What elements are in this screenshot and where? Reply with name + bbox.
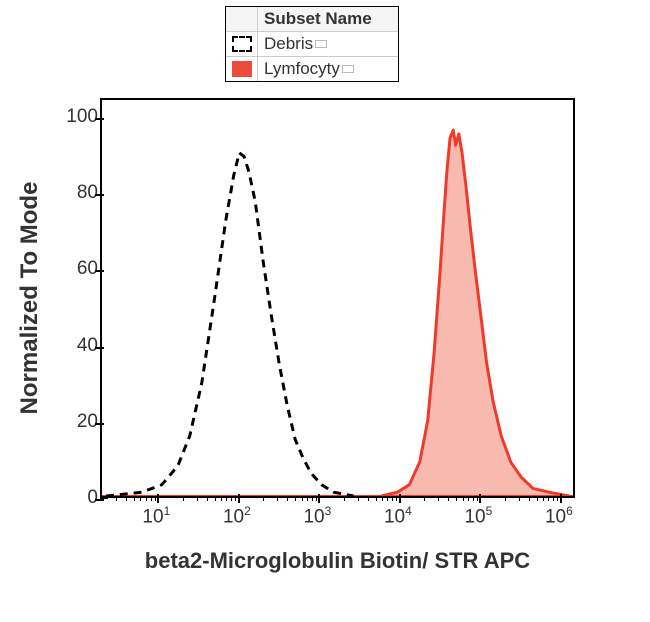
y-tickline [95, 423, 104, 425]
y-tickline [95, 270, 104, 272]
debris-swatch-icon [232, 36, 252, 52]
legend-label-debris-text: Debris [264, 34, 313, 54]
lymfocyty-swatch-icon [232, 61, 252, 77]
histogram-svg [102, 100, 573, 496]
series-stroke-debris [106, 153, 353, 496]
plot-area [100, 98, 575, 498]
legend-swatch-debris [226, 32, 258, 56]
x-tick: 102 [223, 504, 251, 528]
y-tick: 80 [60, 182, 98, 204]
y-axis-label: Normalized To Mode [16, 98, 44, 498]
legend-header-row: Subset Name [226, 7, 398, 32]
y-tick: 100 [60, 106, 98, 128]
legend-box: Subset Name Debris Lymfocyty [225, 6, 399, 82]
flow-cytometry-histogram: Subset Name Debris Lymfocyty 0 20 40 60 80 10… [0, 0, 650, 622]
y-tick: 20 [60, 411, 98, 433]
x-tick: 105 [464, 504, 492, 528]
x-tick: 101 [142, 504, 170, 528]
x-tick: 106 [545, 504, 573, 528]
legend-swatch-lymfocyty [226, 57, 258, 81]
legend-header-swatch-cell [226, 7, 258, 31]
sub-marker-icon [315, 40, 327, 48]
y-tickline [95, 194, 104, 196]
sub-marker-icon [342, 65, 354, 73]
y-tickline [95, 118, 104, 120]
y-axis-ticks: 020406080100 [60, 98, 98, 498]
x-axis-ticks: 101 102 103 104 105 106 [100, 500, 575, 530]
y-tick: 40 [60, 335, 98, 357]
series-fill-lymfocyty [381, 130, 569, 496]
legend-row-debris: Debris [226, 32, 398, 57]
y-tick: 60 [60, 258, 98, 280]
x-axis-label: beta2-Microglobulin Biotin/ STR APC [100, 548, 575, 574]
legend-label-debris: Debris [258, 32, 398, 56]
legend-header-label: Subset Name [258, 7, 398, 31]
x-tick: 103 [303, 504, 331, 528]
y-tick: 0 [60, 487, 98, 509]
legend-label-lymfocyty: Lymfocyty [258, 57, 398, 81]
legend-row-lymfocyty: Lymfocyty [226, 57, 398, 81]
y-tickline [95, 347, 104, 349]
legend-label-lymfocyty-text: Lymfocyty [264, 59, 340, 79]
x-tick: 104 [384, 504, 412, 528]
